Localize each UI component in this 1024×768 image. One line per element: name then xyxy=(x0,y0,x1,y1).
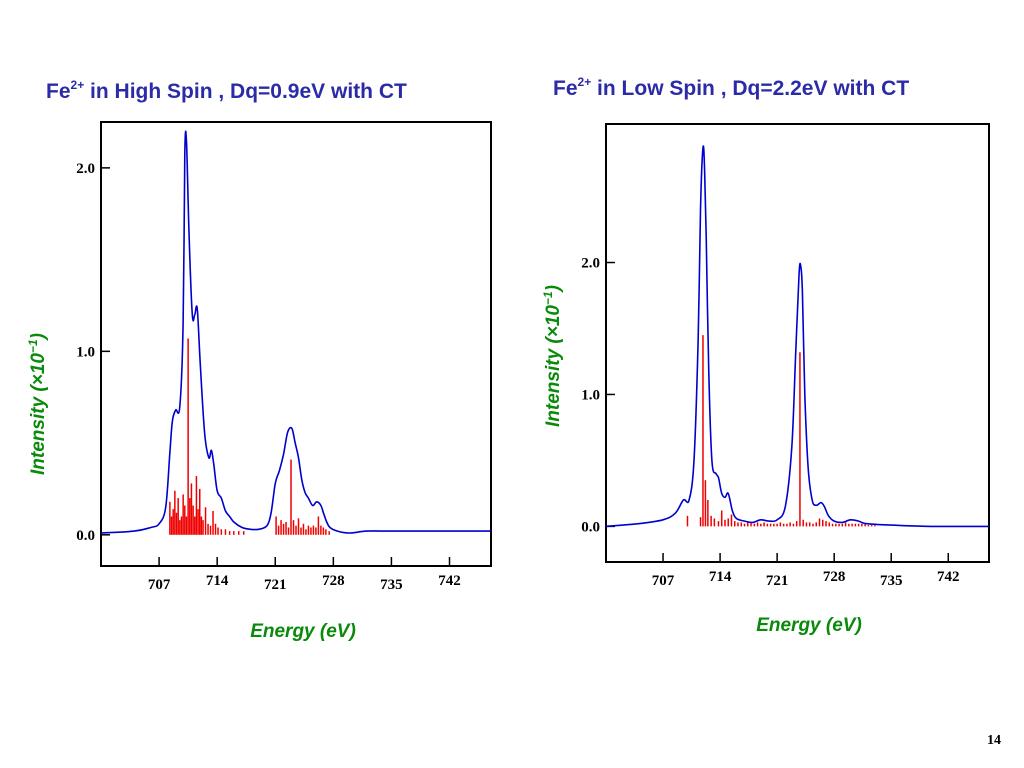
right-x-ticks: 707 714 721 728 735 742 xyxy=(652,553,960,589)
x-tick-label: 714 xyxy=(206,573,229,589)
x-tick-label: 742 xyxy=(438,573,461,589)
right-y-axis-label: Intensity (×10−1) xyxy=(541,285,564,427)
left-ylabel-unit: ×10 xyxy=(28,353,49,386)
left-title-sup: 2+ xyxy=(71,78,85,92)
right-envelope-line xyxy=(605,145,990,528)
right-title-suffix: in Low Spin , Dq=2.2eV with CT xyxy=(591,77,909,100)
left-x-axis-label: Energy (eV) xyxy=(250,621,356,642)
slide-number: 14 xyxy=(987,733,1001,748)
left-ylabel-main: Intensity ( xyxy=(28,383,49,475)
right-x-axis-label: Energy (eV) xyxy=(756,615,862,636)
left-envelope-line xyxy=(100,130,491,534)
left-title-prefix: Fe xyxy=(46,80,71,103)
x-tick-label: 728 xyxy=(322,573,345,589)
left-x-ticks: 707 714 721 728 735 742 xyxy=(148,557,461,593)
y-tick-label: 1.0 xyxy=(581,387,600,403)
left-ylabel-close: ) xyxy=(28,333,49,341)
y-tick-label: 2.0 xyxy=(76,161,95,177)
x-tick-label: 735 xyxy=(880,573,903,589)
x-tick-label: 728 xyxy=(823,569,846,585)
x-tick-label: 742 xyxy=(937,569,960,585)
y-tick-label: 2.0 xyxy=(581,256,600,272)
right-ylabel-unit: ×10 xyxy=(543,305,564,338)
left-y-axis-label: Intensity (×10−1) xyxy=(26,333,49,475)
right-ylabel-main: Intensity ( xyxy=(543,335,564,427)
right-title-prefix: Fe xyxy=(553,77,578,100)
right-stick-spectrum xyxy=(686,335,876,527)
x-tick-label: 721 xyxy=(766,573,789,589)
x-tick-label: 735 xyxy=(380,577,403,593)
right-title-sup: 2+ xyxy=(578,75,592,89)
left-y-ticks: 0.0 1.0 2.0 xyxy=(76,161,110,544)
left-chart-title: Fe2+ in High Spin , Dq=0.9eV with CT xyxy=(46,78,407,103)
y-tick-label: 1.0 xyxy=(76,344,95,360)
x-tick-label: 707 xyxy=(148,577,171,593)
left-plot-frame xyxy=(100,121,492,567)
left-title-suffix: in High Spin , Dq=0.9eV with CT xyxy=(84,80,407,103)
right-chart-title: Fe2+ in Low Spin , Dq=2.2eV with CT xyxy=(553,75,909,100)
right-chart: Fe2+ in Low Spin , Dq=2.2eV with CT 0.0 1… xyxy=(541,75,990,636)
left-chart: Fe2+ in High Spin , Dq=0.9eV with CT 0.0… xyxy=(26,78,492,642)
left-stick-spectrum xyxy=(169,338,330,535)
y-tick-label: 0.0 xyxy=(76,528,95,544)
x-tick-label: 707 xyxy=(652,573,675,589)
x-tick-label: 714 xyxy=(709,569,732,585)
right-ylabel-exp: −1 xyxy=(541,291,555,305)
right-ylabel-close: ) xyxy=(543,285,564,293)
left-ylabel-exp: −1 xyxy=(26,339,40,353)
x-tick-label: 721 xyxy=(264,577,287,593)
right-y-ticks: 0.0 1.0 2.0 xyxy=(581,256,615,535)
right-plot-frame xyxy=(605,123,990,563)
y-tick-label: 0.0 xyxy=(581,519,600,535)
